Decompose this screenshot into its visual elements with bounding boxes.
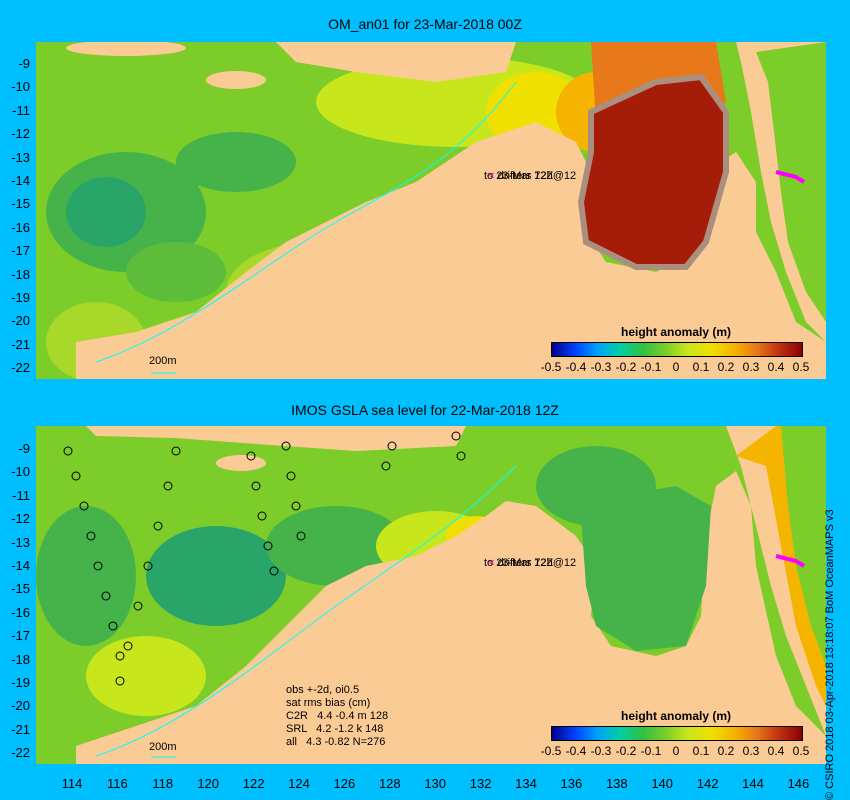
gulf-carpentaria-anomaly (577, 73, 729, 270)
colorbar-label: 0.3 (742, 360, 760, 374)
longitude-tick-label: 124 (288, 776, 310, 791)
australia-landmass (76, 122, 826, 379)
latitude-tick-label: -15 (11, 581, 30, 597)
longitude-tick-label: 144 (742, 776, 764, 791)
colorbar-label: 0.4 (767, 360, 785, 374)
colorbar-label: -0.3 (590, 744, 612, 758)
satellite-track-markers (63, 431, 466, 686)
top-map-panel: < drifters 72h@12 to 23-Mar 12Z 200m hei… (36, 42, 826, 379)
latitude-tick-label: -19 (11, 675, 30, 690)
latitude-tick-label: -22 (11, 745, 30, 761)
colorbar-top (551, 342, 803, 357)
colorbar-label: -0.3 (590, 360, 612, 374)
latitude-tick-label: -11 (12, 102, 30, 118)
drifter-track-bottom (775, 554, 806, 568)
latitude-tick-label: -14 (11, 173, 30, 188)
colorbar-label: 0.1 (692, 360, 710, 374)
longitude-tick-label: 128 (378, 776, 401, 791)
latitude-tick-label: -16 (11, 219, 30, 235)
bottom-map-svg (36, 426, 826, 764)
longitude-tick-label: 132 (469, 776, 492, 791)
latitude-tick-label: -18 (11, 266, 30, 282)
colorbar-bottom (551, 726, 803, 741)
colorbar-label: -0.4 (565, 744, 587, 758)
longitude-tick-label: 118 (152, 776, 174, 791)
latitude-tick-label: -19 (11, 290, 30, 305)
longitude-tick-label: 136 (560, 776, 583, 791)
colorbar-label: 0.2 (717, 744, 735, 758)
latitude-tick-label: -10 (11, 464, 30, 480)
bottom-map-panel: < drifters 72h@12 to 23-Mar 12Z 200m obs… (36, 426, 826, 764)
latitude-tick-label: -13 (11, 149, 30, 165)
top-map-title: OM_an01 for 23-Mar-2018 00Z (328, 16, 522, 32)
colorbar-title-bottom: height anomaly (m) (620, 709, 731, 723)
colorbar-labels-top: -0.5 -0.4 -0.3 -0.2 -0.1 0 0.1 0.2 0.3 0.4 0.5 (541, 360, 810, 374)
longitude-tick-label: 146 (787, 776, 810, 791)
isobath-line (95, 81, 517, 363)
longitude-tick-label: 142 (696, 776, 719, 791)
colorbar-label: -0.2 (615, 360, 637, 374)
colorbar-label: -0.2 (615, 744, 637, 758)
latitude-tick-label: -12 (11, 511, 30, 527)
latitude-tick-label: -13 (11, 534, 30, 550)
colorbar-label: -0.1 (640, 360, 662, 374)
latitude-tick-label: -10 (11, 79, 30, 95)
longitude-tick-label: 116 (107, 776, 128, 791)
latitude-tick-label: -21 (11, 336, 30, 352)
australia-landmass-bottom (76, 471, 826, 764)
colorbar-label: -0.1 (640, 744, 662, 758)
drifters-legend-bottom-2: to 23-Mar 12Z (484, 557, 554, 569)
colorbar-label: -0.4 (565, 360, 587, 374)
latitude-tick-label: -12 (11, 126, 30, 142)
drifters-legend-top: < drifters 72h@12 (488, 170, 577, 182)
stats-line-4: SRL 4.2 -1.2 k 148 (286, 723, 384, 735)
latitude-tick-label: -20 (11, 313, 30, 329)
colorbar-label: 0.5 (792, 744, 810, 758)
latitude-tick-label: -11 (12, 487, 30, 503)
credit-text: © CSIRO 2018 03-Apr-2018 13:18:07 BoM Oc… (824, 509, 836, 800)
longitude-tick-label: 138 (605, 776, 628, 791)
latitude-tick-label: -20 (11, 698, 30, 714)
longitude-tick-label: 140 (651, 776, 674, 791)
colorbar-labels-bottom: -0.5 -0.4 -0.3 -0.2 -0.1 0 0.1 0.2 0.3 0.4 0.5 (541, 744, 810, 758)
longitude-tick-label: 130 (424, 776, 447, 791)
drifters-legend-bottom: < drifters 72h@12 (488, 557, 577, 569)
drifters-legend-top-2: to 23-Mar 12Z (484, 170, 554, 182)
longitude-tick-label: 134 (515, 776, 537, 791)
colorbar-label: 0 (672, 360, 680, 374)
latitude-tick-label: -15 (11, 196, 30, 212)
latitude-tick-label: -14 (11, 558, 30, 573)
colorbar-label: -0.5 (540, 744, 562, 758)
colorbar-label: 0.2 (717, 360, 735, 374)
longitude-tick-label: 114 (61, 776, 83, 791)
top-map-svg (36, 42, 826, 379)
latitude-tick-label: -16 (11, 604, 30, 620)
latitude-tick-label: -9 (18, 56, 30, 71)
drifter-track (775, 170, 806, 184)
stats-line-2: sat rms bias (cm) (286, 697, 371, 709)
stats-box: obs +-2d, oi0.5 sat rms bias (cm) C2R 4.… (286, 684, 388, 749)
isobath-label-bottom: 200m (149, 741, 177, 753)
longitude-tick-label: 122 (242, 776, 265, 791)
longitude-tick-label: 126 (333, 776, 356, 791)
stats-line-5: all 4.3 -0.82 N=276 (286, 736, 386, 748)
colorbar-label: 0 (672, 744, 680, 758)
longitude-tick-label: 120 (197, 776, 220, 791)
latitude-tick-label: -21 (11, 721, 30, 737)
latitude-tick-label: -18 (11, 651, 30, 667)
latitude-tick-label: -17 (11, 628, 30, 644)
latitude-tick-label: -9 (18, 441, 30, 456)
colorbar-label: -0.5 (540, 360, 562, 374)
latitude-tick-label: -17 (11, 243, 30, 259)
colorbar-title-top: height anomaly (m) (620, 325, 731, 339)
colorbar-label: 0.4 (767, 744, 785, 758)
stats-line-1: obs +-2d, oi0.5 (286, 684, 360, 696)
colorbar-label: 0.5 (792, 360, 810, 374)
colorbar-label: 0.3 (742, 744, 760, 758)
bottom-map-title: IMOS GSLA sea level for 22-Mar-2018 12Z (291, 402, 559, 418)
latitude-tick-label: -22 (11, 360, 30, 376)
colorbar-label: 0.1 (692, 744, 710, 758)
isobath-label-top: 200m (149, 355, 177, 367)
stats-line-3: C2R 4.4 -0.4 m 128 (286, 710, 389, 722)
